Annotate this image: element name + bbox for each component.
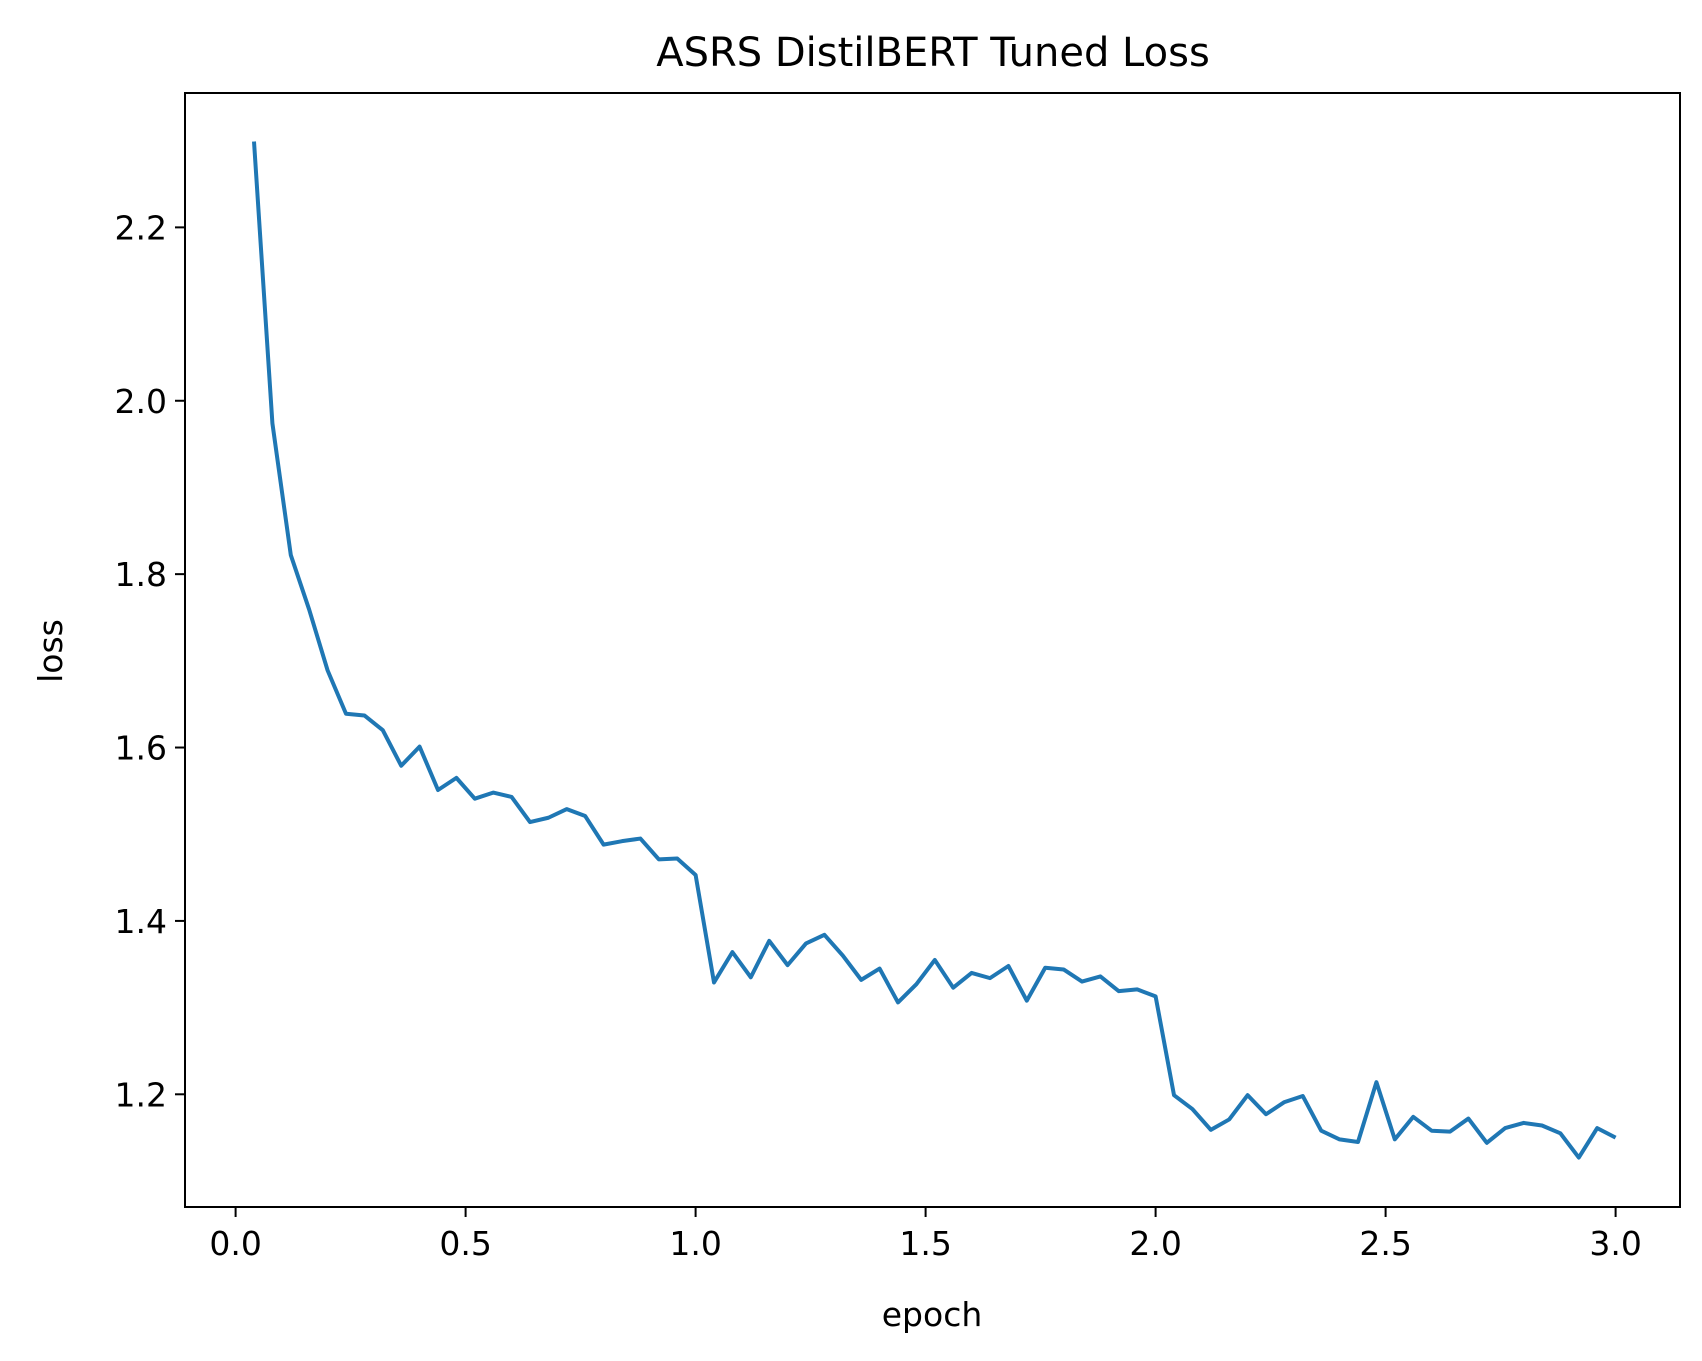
loss-series-line <box>252 141 1617 1160</box>
y-tick-label: 2.0 <box>115 382 167 421</box>
x-tick-label: 0.0 <box>209 1224 261 1263</box>
series-layer <box>252 141 1617 1160</box>
x-axis-label: epoch <box>882 1295 983 1334</box>
x-tick-label: 2.0 <box>1129 1224 1181 1263</box>
x-tick-label: 0.5 <box>439 1224 491 1263</box>
y-tick-label: 1.6 <box>115 729 167 768</box>
y-tick-label: 1.4 <box>115 902 167 941</box>
plot-area-frame <box>184 92 1681 1208</box>
y-tick-label: 1.2 <box>115 1075 167 1114</box>
chart-title: ASRS DistilBERT Tuned Loss <box>656 30 1210 76</box>
x-tick-label: 1.5 <box>899 1224 951 1263</box>
x-tick-label: 3.0 <box>1589 1224 1641 1263</box>
x-tick-label: 1.0 <box>669 1224 721 1263</box>
y-axis: 1.2 1.4 1.6 1.8 2.0 2.2 <box>115 208 185 1114</box>
y-tick-label: 2.2 <box>115 208 167 247</box>
x-axis: 0.0 0.5 1.0 1.5 2.0 2.5 3.0 <box>209 1207 1642 1263</box>
y-tick-label: 1.8 <box>115 555 167 594</box>
y-axis-label: loss <box>31 619 70 683</box>
x-tick-label: 2.5 <box>1359 1224 1411 1263</box>
